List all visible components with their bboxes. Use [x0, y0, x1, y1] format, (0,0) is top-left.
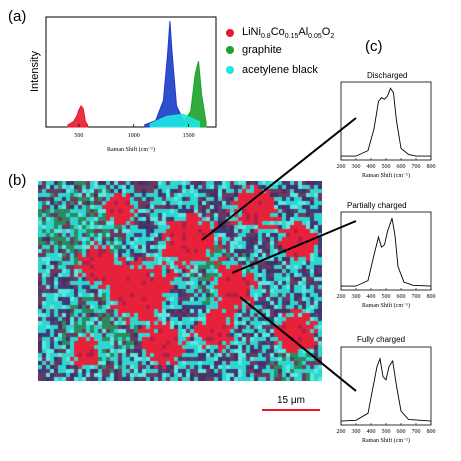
- scale-bar: [262, 409, 320, 411]
- xtick-label-chart-c1-2: 400: [367, 164, 376, 170]
- spectrum-chart-partially-charged: 200 300 400 500 600 700 800 Raman Shift (cm⁻¹): [337, 211, 436, 309]
- pointer-line-partially-charged: [231, 220, 357, 274]
- xtick-label-a-0: 500: [74, 133, 83, 139]
- legend-label-graphite: graphite: [242, 44, 282, 56]
- spectrum-line-chart-c2: [341, 218, 432, 287]
- spectrum-chart-a: 500 1000 1500 Raman Shift (cm⁻¹) Intensity: [29, 16, 217, 153]
- xtick-label-chart-c2-2: 400: [367, 294, 376, 300]
- xtick-label-chart-c3-2: 400: [367, 429, 376, 435]
- xlabel-chart-c2: Raman Shift (cm⁻¹): [362, 302, 410, 309]
- xtick-label-chart-c2-1: 300: [352, 294, 361, 300]
- xtick-label-a-2: 1500: [183, 133, 195, 139]
- xtick-label-chart-c1-1: 300: [352, 164, 361, 170]
- ylabel-a: Intensity: [29, 51, 41, 92]
- legend-label-acetylene-black: acetylene black: [242, 64, 318, 76]
- spectrum-line-chart-c1: [341, 87, 431, 157]
- xtick-label-chart-c2-4: 600: [397, 294, 406, 300]
- title-discharged: Discharged: [367, 71, 408, 80]
- xtick-label-chart-c3-0: 200: [337, 429, 346, 435]
- legend-dot-acetylene-black: [226, 66, 234, 74]
- legend-item-graphite: graphite: [226, 44, 282, 56]
- panel-label-a: (a): [8, 8, 27, 25]
- xtick-label-chart-c3-6: 800: [427, 429, 436, 435]
- legend-item-acetylene-black: acetylene black: [226, 64, 318, 76]
- pointer-line-fully-charged: [239, 296, 357, 392]
- xtick-label-chart-c2-6: 800: [427, 294, 436, 300]
- xtick-label-chart-c2-3: 500: [382, 294, 391, 300]
- title-fully-charged: Fully charged: [357, 335, 406, 344]
- plot-frame-a: [45, 16, 217, 128]
- xtick-label-chart-c3-1: 300: [352, 429, 361, 435]
- xlabel-chart-c1: Raman Shift (cm⁻¹): [362, 172, 410, 179]
- xtick-label-chart-c2-5: 700: [412, 294, 421, 300]
- xtick-label-chart-c3-5: 700: [412, 429, 421, 435]
- spectrum-chart-fully-charged: 200 300 400 500 600 700 800 Raman Shift (cm⁻¹): [337, 346, 436, 444]
- legend-dot-graphite: [226, 46, 234, 54]
- panel-label-c: (c): [365, 38, 383, 55]
- xtick-label-chart-c1-3: 500: [382, 164, 391, 170]
- xlabel-chart-c3: Raman Shift (cm⁻¹): [362, 437, 410, 444]
- xtick-label-chart-c1-4: 600: [397, 164, 406, 170]
- series-area-3: [149, 113, 201, 128]
- xtick-label-a-1: 1000: [128, 133, 140, 139]
- spectrum-chart-discharged: 200 300 400 500 600 700 800 Raman Shift (cm⁻¹): [337, 81, 436, 179]
- spectrum-line-chart-c3: [340, 357, 432, 422]
- series-area-0: [67, 104, 89, 128]
- raman-map-image: [38, 181, 322, 381]
- xtick-label-chart-c2-0: 200: [337, 294, 346, 300]
- xtick-label-chart-c1-6: 800: [427, 164, 436, 170]
- xtick-label-chart-c3-4: 600: [397, 429, 406, 435]
- pointer-line-discharged: [201, 117, 357, 241]
- title-partially-charged: Partially charged: [347, 201, 407, 210]
- xtick-label-chart-c1-5: 700: [412, 164, 421, 170]
- xtick-label-chart-c3-3: 500: [382, 429, 391, 435]
- scale-bar-label: 15 μm: [277, 395, 305, 406]
- xlabel-a: Raman Shift (cm⁻¹): [107, 146, 155, 153]
- xtick-label-chart-c1-0: 200: [337, 164, 346, 170]
- legend-dot-lnca: [226, 29, 234, 38]
- panel-label-b: (b): [8, 172, 27, 189]
- legend-item-lnca: LiNi0.8Co0.15Al0.05O2: [226, 26, 334, 40]
- legend-label-lnca: LiNi0.8Co0.15Al0.05O2: [242, 26, 335, 41]
